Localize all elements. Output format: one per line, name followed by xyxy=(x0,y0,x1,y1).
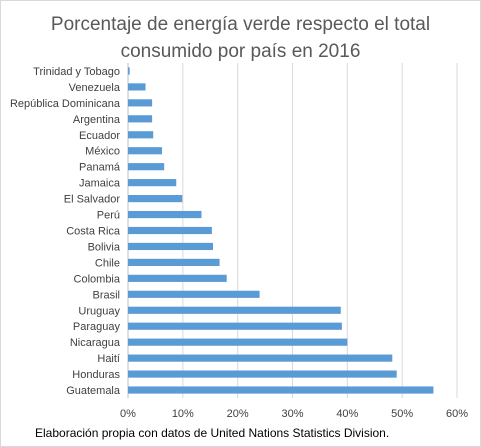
bar xyxy=(128,258,220,266)
category-label: Trinidad y Tobago xyxy=(33,66,120,78)
category-label: Guatemala xyxy=(66,385,121,397)
bar xyxy=(128,210,202,219)
category-label: Costa Rica xyxy=(66,226,121,238)
chart-title: Porcentaje de energía verde respecto el … xyxy=(21,11,460,65)
category-label: Ecuador xyxy=(79,130,120,142)
bar xyxy=(128,163,165,171)
bar xyxy=(128,226,212,235)
bar xyxy=(128,242,213,251)
category-label: Colombia xyxy=(74,273,121,285)
bar xyxy=(128,370,397,378)
bar xyxy=(128,67,130,75)
bar-chart: 0% 10% 20% 30% 40% 50% 60% Guatemala Honduras Hai… xyxy=(10,63,468,420)
bar xyxy=(128,147,162,155)
category-label: México xyxy=(85,146,120,158)
source-note: Elaboración propia con datos de United N… xyxy=(35,426,390,440)
bar xyxy=(128,322,342,330)
category-label: Haití xyxy=(97,353,120,365)
bar xyxy=(128,338,348,346)
bar xyxy=(128,179,177,187)
bar xyxy=(128,131,154,139)
category-label: Panamá xyxy=(79,162,121,174)
category-label: Perú xyxy=(97,210,120,222)
category-label: Uruguay xyxy=(78,305,120,317)
bar xyxy=(128,83,146,91)
x-tick-label: 0% xyxy=(120,408,136,420)
x-tick-label: 40% xyxy=(336,408,358,420)
x-tick-label: 10% xyxy=(172,408,194,420)
x-tick-label: 30% xyxy=(281,408,303,420)
x-tick-label: 50% xyxy=(391,408,413,420)
category-label: Brasil xyxy=(92,289,120,301)
bar xyxy=(128,274,227,282)
category-label: República Dominicana xyxy=(10,98,121,110)
bar xyxy=(128,99,153,107)
bar xyxy=(128,354,393,362)
category-label: Paraguay xyxy=(73,321,121,333)
x-tick-label: 20% xyxy=(227,408,249,420)
bar xyxy=(128,195,183,203)
category-label: Chile xyxy=(95,257,120,269)
category-label: Venezuela xyxy=(69,82,121,94)
category-label: Jamaica xyxy=(79,178,121,190)
category-label: Honduras xyxy=(72,369,120,381)
x-tick-label: 60% xyxy=(446,408,468,420)
category-label: Nicaragua xyxy=(70,337,121,349)
chart-title-line-2: consumido por país en 2016 xyxy=(120,41,361,62)
category-label: Argentina xyxy=(73,114,121,126)
chart-title-line-1: Porcentaje de energía verde respecto el … xyxy=(50,14,431,35)
bar xyxy=(128,115,153,123)
bar xyxy=(128,306,341,314)
bar xyxy=(128,290,260,298)
category-label: Bolivia xyxy=(88,241,121,253)
category-label: El Salvador xyxy=(64,194,121,206)
bar xyxy=(128,386,434,394)
